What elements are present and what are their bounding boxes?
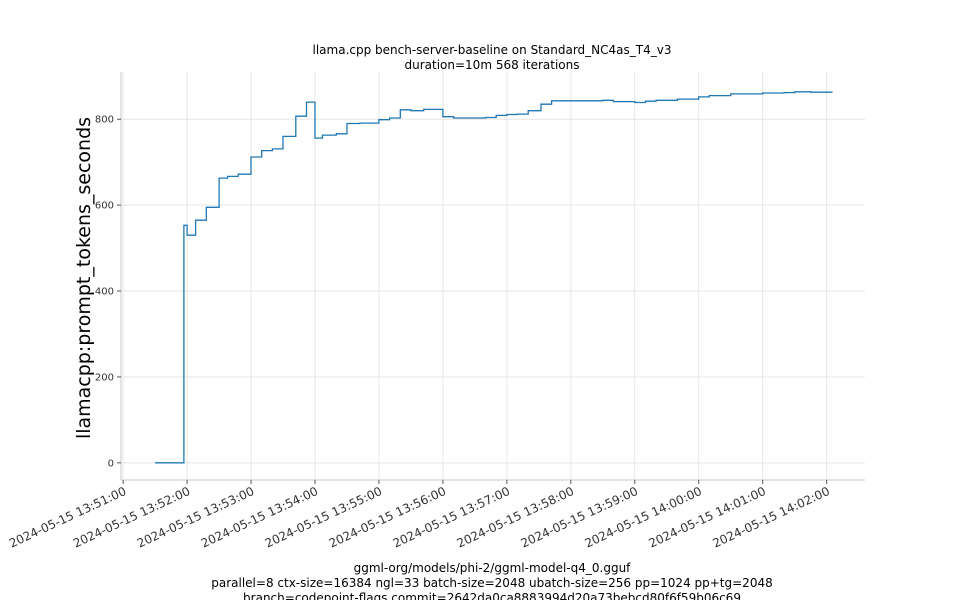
footer-model: ggml-org/models/phi-2/ggml-model-q4_0.gg… xyxy=(354,561,632,575)
footer-branch: branch=codepoint-flags commit=2642da0ca8… xyxy=(243,591,741,600)
x-tick-label: 2024-05-15 13:51:00 xyxy=(7,484,128,551)
x-tick-label: 2024-05-15 14:00:00 xyxy=(583,484,704,551)
y-tick-label: 800 xyxy=(95,115,114,126)
x-tick-label: 2024-05-15 13:56:00 xyxy=(327,484,448,551)
y-tick-label: 200 xyxy=(95,372,114,383)
x-tick-label: 2024-05-15 13:58:00 xyxy=(455,484,576,551)
x-tick-label: 2024-05-15 14:02:00 xyxy=(710,484,831,551)
y-tick-label: 400 xyxy=(95,287,114,298)
chart-title: llama.cpp bench-server-baseline on Stand… xyxy=(313,43,672,57)
x-tick-label: 2024-05-15 13:52:00 xyxy=(71,484,192,551)
y-tick-label: 0 xyxy=(108,458,114,469)
x-tick-label: 2024-05-15 13:55:00 xyxy=(263,484,384,551)
x-tick-label: 2024-05-15 13:57:00 xyxy=(391,484,512,551)
chart-subtitle: duration=10m 568 iterations xyxy=(405,58,580,72)
series-line xyxy=(155,91,833,464)
x-tick-label: 2024-05-15 13:59:00 xyxy=(519,484,640,551)
grid-lines xyxy=(121,72,865,480)
x-tick-label: 2024-05-15 13:53:00 xyxy=(135,484,256,551)
y-tick-label: 600 xyxy=(95,201,114,212)
footer-params: parallel=8 ctx-size=16384 ngl=33 batch-s… xyxy=(211,576,772,590)
y-axis-ticks: 0 200 400 600 800 xyxy=(95,115,121,469)
x-tick-label: 2024-05-15 14:01:00 xyxy=(647,484,768,551)
x-tick-label: 2024-05-15 13:54:00 xyxy=(199,484,320,551)
y-axis-label: llamacpp:prompt_tokens_seconds xyxy=(73,117,95,439)
